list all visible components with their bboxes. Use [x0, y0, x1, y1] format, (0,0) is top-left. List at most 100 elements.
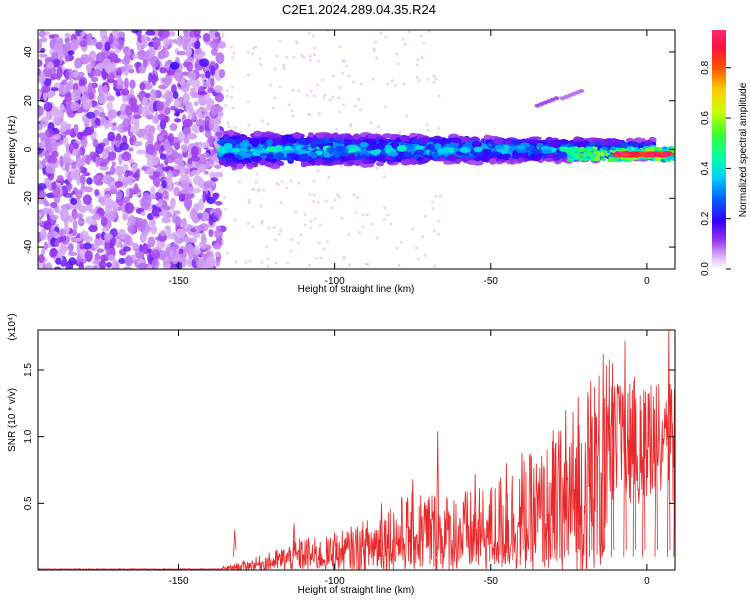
heatmap-cell [395, 137, 402, 143]
heatmap-cell [266, 264, 270, 268]
heatmap-cell [358, 231, 362, 235]
heatmap-cell [278, 39, 282, 43]
heatmap-cell [425, 144, 435, 151]
heatmap-cell [105, 146, 114, 151]
heatmap-cell [213, 242, 222, 250]
heatmap-cell [116, 74, 122, 83]
snr-ticks: -150 -100 -50 0 0.5 1.0 1.5 [23, 330, 675, 587]
heatmap-cell [128, 158, 135, 164]
heatmap-cell [179, 180, 190, 190]
heatmap-cell [194, 40, 201, 50]
heatmap-cell [65, 143, 71, 154]
heatmap-cell [165, 145, 174, 153]
heatmap-cell [308, 159, 315, 164]
heatmap-cell [596, 152, 601, 158]
colorbar-gradient [712, 30, 726, 269]
heatmap-cell [82, 194, 93, 206]
heatmap-cell [407, 30, 411, 34]
heatmap-cell [44, 138, 52, 151]
heatmap-cell [246, 50, 250, 54]
heatmap-cell [308, 54, 312, 58]
heatmap-cell [98, 161, 108, 167]
heatmap-cell [122, 176, 129, 187]
heatmap-cell [600, 151, 605, 157]
heatmap-cell [309, 89, 313, 93]
heatmap-cell [54, 239, 60, 248]
heatmap-cell [64, 69, 70, 81]
y-tick-label: 1.5 [23, 363, 34, 377]
heatmap-cell [252, 161, 259, 167]
heatmap-cell [154, 75, 159, 82]
heatmap-cell [415, 246, 419, 250]
heatmap-cell [78, 261, 85, 269]
heatmap-cell [619, 156, 627, 160]
heatmap-cell [312, 179, 316, 183]
heatmap-cell [296, 138, 308, 145]
heatmap-cell [531, 154, 542, 162]
heatmap-cell [426, 78, 430, 82]
heatmap-cell [41, 85, 51, 93]
heatmap-cell [39, 190, 47, 199]
heatmap-cell [158, 249, 167, 261]
heatmap-cell [201, 211, 210, 222]
heatmap-cell [224, 104, 228, 108]
x-tick-label: -150 [169, 576, 189, 587]
heatmap-cell [230, 85, 234, 89]
heatmap-cell [70, 89, 81, 102]
heatmap-cell [346, 159, 356, 166]
heatmap-cell [177, 131, 184, 143]
heatmap-cell [432, 74, 436, 78]
heatmap-cell [48, 230, 58, 237]
heatmap-cell [318, 241, 322, 245]
heatmap-cell [63, 137, 69, 146]
heatmap-cell [376, 125, 380, 129]
heatmap-cell [437, 219, 441, 223]
heatmap-cell [359, 82, 363, 86]
heatmap-cell [342, 256, 346, 260]
heatmap-cell [289, 179, 293, 183]
heatmap-cell [58, 228, 67, 237]
heatmap-cell [176, 36, 184, 47]
heatmap-cell [159, 153, 167, 160]
y-tick-label: 20 [23, 95, 34, 107]
heatmap-cell [164, 60, 169, 69]
heatmap-cell [137, 262, 148, 269]
heatmap-cell [136, 44, 143, 52]
heatmap-cell [393, 83, 397, 87]
heatmap-cell [489, 151, 501, 156]
heatmap-cell [383, 175, 387, 179]
heatmap-cell [411, 227, 415, 231]
heatmap-cell [298, 149, 307, 155]
heatmap-cell [104, 41, 111, 52]
heatmap-cell [204, 130, 212, 139]
heatmap-cell [93, 238, 100, 250]
heatmap-cell [101, 151, 109, 159]
heatmap-cell [107, 131, 116, 142]
heatmap-cell [131, 163, 138, 173]
heatmap-cell [122, 126, 129, 132]
heatmap-cell [38, 68, 41, 76]
heatmap-cell [279, 201, 283, 205]
heatmap-cell [255, 172, 259, 176]
heatmap-cell [282, 63, 286, 67]
heatmap-cell [75, 156, 83, 168]
heatmap-cell [173, 186, 181, 197]
heatmap-cell [600, 157, 607, 162]
heatmap-cell [375, 143, 386, 150]
heatmap-cell [162, 205, 172, 211]
heatmap-cell [168, 74, 176, 79]
heatmap-cell [648, 154, 655, 158]
heatmap-cell [607, 158, 615, 163]
heatmap-cell [300, 53, 304, 57]
heatmap-cell [157, 113, 166, 121]
heatmap-cell [416, 149, 425, 154]
heatmap-cell [58, 244, 67, 257]
heatmap-cell [150, 185, 156, 196]
heatmap-cell [86, 63, 92, 74]
heatmap-cell [131, 54, 140, 59]
heatmap-cell [403, 151, 412, 157]
heatmap-cell [38, 105, 45, 117]
heatmap-cell [278, 232, 282, 236]
spectrogram-y-axis-label: Frequency (Hz) [7, 116, 18, 185]
heatmap-cell [50, 73, 59, 80]
